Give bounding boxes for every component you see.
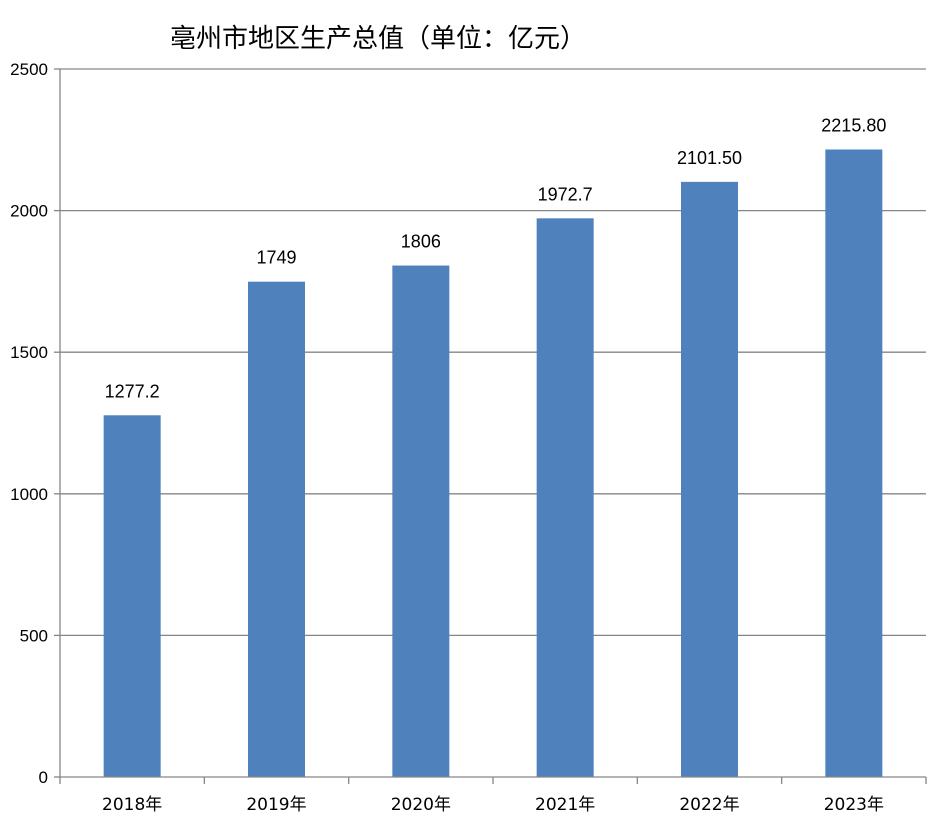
gridlines (60, 68, 926, 637)
bar (248, 281, 305, 777)
data-label: 1749 (256, 248, 296, 268)
y-tick-label: 2500 (10, 60, 48, 79)
labels: 0 500 1000 1500 2000 2500 1277.2 2018年 1749 2019年… (10, 60, 886, 815)
x-tick-label: 2023年 (824, 795, 884, 815)
data-label: 1277.2 (105, 381, 160, 401)
axes (54, 68, 927, 784)
data-label: 1806 (401, 232, 441, 252)
x-tick-label: 2022年 (679, 795, 739, 815)
bar (681, 181, 738, 777)
bar (825, 149, 883, 777)
y-tick-label: 1500 (10, 343, 48, 362)
x-tick-label: 2018年 (102, 795, 162, 815)
x-tick-label: 2019年 (246, 795, 306, 815)
y-tick-label: 2000 (10, 202, 48, 221)
data-label: 2101.50 (677, 148, 742, 168)
chart-title: 亳州市地区生产总值（单位：亿元） (170, 24, 586, 54)
data-label: 2215.80 (821, 115, 886, 135)
bar (103, 415, 161, 777)
y-tick-label: 1000 (10, 485, 48, 504)
bars (103, 149, 883, 777)
y-tick-label: 500 (20, 626, 48, 645)
y-tick-label: 0 (39, 768, 48, 787)
data-label: 1972.7 (538, 184, 593, 204)
bar (536, 218, 594, 777)
x-tick-label: 2020年 (391, 795, 451, 815)
x-tick-label: 2021年 (535, 795, 595, 815)
bar (392, 265, 450, 777)
